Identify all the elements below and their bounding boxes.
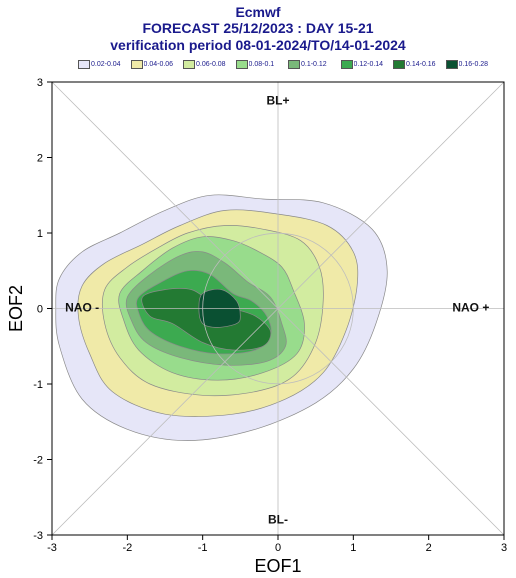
legend-swatch xyxy=(340,59,353,69)
regime-label-bl-minus: BL- xyxy=(268,513,288,527)
legend-item: 0.06-0.08 xyxy=(183,57,236,71)
legend-label: 0.06-0.08 xyxy=(196,60,226,68)
legend-label: 0.16-0.28 xyxy=(458,60,489,68)
legend-swatch xyxy=(445,59,458,69)
legend-label: 0.1-0.12 xyxy=(301,60,327,68)
chart-title-verification: verification period 08-01-2024/TO/14-01-… xyxy=(110,37,406,53)
x-tick-label: 0 xyxy=(275,542,281,554)
y-tick-label: 1 xyxy=(37,228,43,240)
x-axis-label: EOF1 xyxy=(254,556,301,576)
x-tick-label: -3 xyxy=(47,542,57,554)
legend-label: 0.02-0.04 xyxy=(91,60,121,68)
legend-swatch xyxy=(288,59,300,69)
unit-circle xyxy=(202,232,354,385)
y-tick-label: -3 xyxy=(33,530,43,542)
chart-legend: 0.02-0.04 0.04-0.06 0.06-0.08 0.08-0.1 0.1-0… xyxy=(78,57,498,71)
legend-item: 0.04-0.06 xyxy=(130,57,184,71)
legend-item: 0.08-0.1 xyxy=(235,57,289,71)
legend-item: 0.1-0.12 xyxy=(288,57,341,71)
legend-item: 0.16-0.28 xyxy=(445,57,499,71)
legend-item: 0.14-0.16 xyxy=(393,57,446,71)
x-tick-label: 2 xyxy=(426,542,432,554)
legend-swatch xyxy=(393,59,405,69)
legend-label: 0.12-0.14 xyxy=(353,60,384,68)
regime-label-nao-plus: NAO + xyxy=(452,301,489,315)
grid-lines xyxy=(51,81,505,536)
x-tick-label: 1 xyxy=(350,542,356,554)
legend-label: 0.04-0.06 xyxy=(143,60,174,68)
legend-swatch xyxy=(130,59,143,69)
legend-label: 0.08-0.1 xyxy=(248,60,275,68)
y-axis-label: EOF2 xyxy=(6,285,26,332)
legend-label: 0.14-0.16 xyxy=(406,60,436,68)
x-tick-label: -1 xyxy=(198,542,208,554)
chart-title-forecast: FORECAST 25/12/2023 : DAY 15-21 xyxy=(142,20,374,36)
legend-item: 0.12-0.14 xyxy=(340,57,394,71)
regime-label-nao-minus: NAO - xyxy=(65,301,99,315)
y-tick-label: 3 xyxy=(37,77,43,89)
legend-swatch xyxy=(78,59,90,69)
x-tick-label: -2 xyxy=(122,542,132,554)
y-tick-label: -2 xyxy=(33,455,43,467)
y-tick-label: 0 xyxy=(37,304,43,316)
y-tick-label: 2 xyxy=(37,153,43,165)
legend-item: 0.02-0.04 xyxy=(78,57,131,71)
legend-swatch xyxy=(183,59,195,69)
chart-title-source: Ecmwf xyxy=(235,4,281,20)
regime-label-bl-plus: BL+ xyxy=(266,94,289,108)
x-tick-label: 3 xyxy=(501,542,507,554)
legend-swatch xyxy=(235,59,248,69)
regime-labels: BL+ BL- NAO - NAO + xyxy=(65,94,489,527)
axes: -3 -2 -1 0 1 2 3 -3 -2 -1 0 1 2 3 EOF1 EOF2 xyxy=(6,77,507,576)
y-tick-label: -1 xyxy=(33,379,43,391)
